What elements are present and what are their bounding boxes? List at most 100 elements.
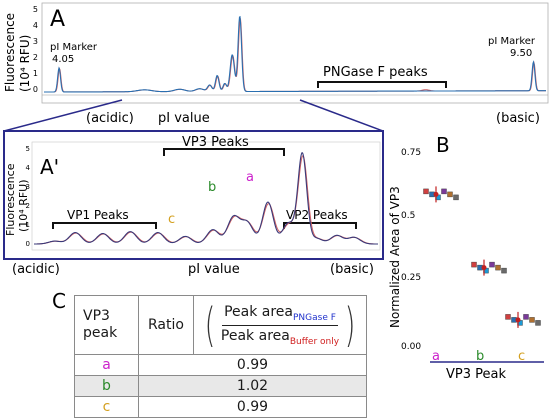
- panel-a-prime-ylabel-unit: (10⁴ RFU): [17, 179, 30, 232]
- panel-a-x-right: (basic): [496, 111, 540, 126]
- marker-left-value: 4.05: [52, 54, 74, 65]
- panel-b-mean: [515, 317, 521, 323]
- panel-a-prime-x-left: (acidic): [12, 262, 60, 277]
- marker-right-value: 9.50: [510, 48, 532, 59]
- ratio-table-header: VP3 peak Ratio ( Peak areaPNGase F Peak …: [74, 295, 367, 355]
- panel-a-yticks: 5 4 3 2 1 0: [33, 5, 38, 94]
- panel-a-ytick: 4: [33, 21, 38, 30]
- peak-b-label: b: [208, 180, 216, 195]
- table-row: c 0.99: [74, 396, 367, 418]
- panel-b-point: [523, 314, 529, 320]
- panel-a-prime-plot-frame: [31, 141, 381, 251]
- vp1-bracket-label: VP1 Peaks: [67, 208, 129, 222]
- panel-b-point: [471, 261, 477, 268]
- denominator-main: Peak area: [220, 327, 290, 344]
- panel-b-mean: [481, 265, 487, 271]
- panel-a-prime: 5 4 3 2 1 0 Fluorescence (10⁴ RFU) A' VP…: [3, 130, 384, 277]
- panel-a-trace-primary: [44, 15, 546, 93]
- numerator-main: Peak area: [224, 303, 293, 320]
- pngase-bracket-label: PNGase F peaks: [323, 65, 428, 80]
- panel-b-points: [423, 186, 541, 328]
- panel-b-point: [501, 267, 507, 274]
- panel-b-point: [441, 188, 447, 195]
- vp2-bracket-label: VP2 Peaks: [286, 208, 348, 222]
- panel-a-ylabel-unit: (10⁴ RFU): [18, 35, 32, 92]
- panel-b-cat-a: a: [432, 349, 440, 364]
- panel-a-ytick: 2: [33, 53, 38, 62]
- panel-b-ytick: 0.5: [401, 211, 415, 221]
- panel-a-prime-ylabel: Fluorescence: [4, 163, 17, 236]
- panel-b-ytick: 0.75: [401, 148, 421, 158]
- panel-b-cat-b: b: [476, 349, 484, 364]
- row-peak: a: [74, 354, 139, 376]
- panel-c-label: C: [52, 289, 66, 313]
- table-row: b 1.02: [74, 375, 367, 397]
- panel-a-plot-frame: [41, 2, 549, 104]
- panel-b-cat-c: c: [518, 349, 525, 364]
- header-vp3-peak: VP3 peak: [74, 295, 139, 355]
- zoom-frame: [3, 130, 384, 260]
- panel-a-ytick: 3: [33, 37, 38, 46]
- panel-b: B Normalized Area of VP3 0.75 0.5 0.25 0…: [388, 133, 544, 382]
- row-peak: c: [74, 396, 139, 418]
- vp1-bracket: [52, 222, 157, 229]
- vp2-bracket: [283, 222, 357, 229]
- peak-c-label: c: [168, 212, 175, 227]
- panel-b-mean: [433, 191, 439, 197]
- panel-b-ytick: 0.25: [401, 273, 421, 283]
- marker-right-label: pI Marker: [488, 36, 536, 47]
- ratio-table: VP3 peak Ratio ( Peak areaPNGase F Peak …: [74, 295, 367, 418]
- panel-b-xlabel: VP3 Peak: [446, 367, 506, 382]
- panel-b-point: [529, 317, 535, 323]
- denominator-sub: Buffer only: [289, 336, 340, 347]
- panel-a-ytick: 0: [33, 85, 38, 94]
- row-ratio: 0.99: [138, 354, 367, 376]
- panel-b-point: [423, 188, 429, 195]
- panel-a-prime-ytick: 3: [26, 183, 30, 191]
- fraction: Peak areaPNGase F Peak areaBuffer only: [219, 304, 341, 347]
- paren-left: (: [204, 298, 216, 352]
- panel-b-ylabel: Normalized Area of VP3: [388, 186, 402, 328]
- panel-b-ytick: 0.00: [401, 342, 421, 352]
- denominator: Peak areaBuffer only: [219, 326, 341, 347]
- panel-a-prime-yticks: 5 4 3 2 1 0: [26, 145, 31, 248]
- table-row: a 0.99: [74, 354, 367, 376]
- panel-a-prime-xlabel: pI value: [188, 262, 240, 277]
- panel-b-yticks: 0.75 0.5 0.25 0.00: [401, 148, 421, 352]
- panel-a-prime-ytick: 2: [26, 202, 30, 210]
- panel-a: 5 4 3 2 1 0 Fluorescence (10⁴ RFU) A pI …: [3, 2, 549, 126]
- numerator-sub: PNGase F: [292, 312, 336, 323]
- paren-right: ): [344, 298, 356, 352]
- panel-a-prime-ytick: 4: [26, 164, 31, 172]
- panel-a-prime-ytick: 1: [26, 221, 30, 229]
- panel-b-point: [447, 191, 453, 198]
- panel-b-point: [505, 314, 511, 320]
- marker-left-label: pI Marker: [50, 42, 98, 53]
- panel-b-point: [535, 320, 541, 326]
- row-ratio: 0.99: [138, 396, 367, 418]
- panel-a-prime-x-right: (basic): [330, 262, 374, 277]
- numerator: Peak areaPNGase F: [222, 304, 338, 326]
- panel-a-ytick: 5: [33, 5, 38, 14]
- panel-b-point: [495, 264, 501, 271]
- row-ratio: 1.02: [138, 375, 367, 397]
- panel-b-point: [489, 261, 495, 268]
- row-peak: b: [74, 375, 139, 397]
- panel-a-prime-ytick: 5: [26, 145, 30, 153]
- panel-b-label: B: [436, 133, 450, 157]
- pngase-bracket: [317, 81, 447, 88]
- header-ratio: Ratio: [138, 295, 194, 355]
- panel-a-x-left: (acidic): [86, 111, 134, 126]
- panel-a-prime-trace-primary: [34, 152, 378, 245]
- vp3-bracket: [163, 148, 285, 156]
- panel-a-ytick: 1: [33, 69, 38, 78]
- panel-a-ylabel: Fluorescence: [3, 13, 17, 92]
- peak-a-label: a: [246, 170, 254, 185]
- zoom-connector-left: [3, 99, 123, 132]
- panel-a-xlabel: pI value: [158, 111, 210, 126]
- panel-b-point: [453, 194, 459, 201]
- vp3-bracket-label: VP3 Peaks: [182, 135, 249, 150]
- header-formula: ( Peak areaPNGase F Peak areaBuffer only…: [193, 295, 367, 355]
- zoom-connector-right: [299, 99, 384, 132]
- panel-a-prime-ytick: 0: [26, 240, 30, 248]
